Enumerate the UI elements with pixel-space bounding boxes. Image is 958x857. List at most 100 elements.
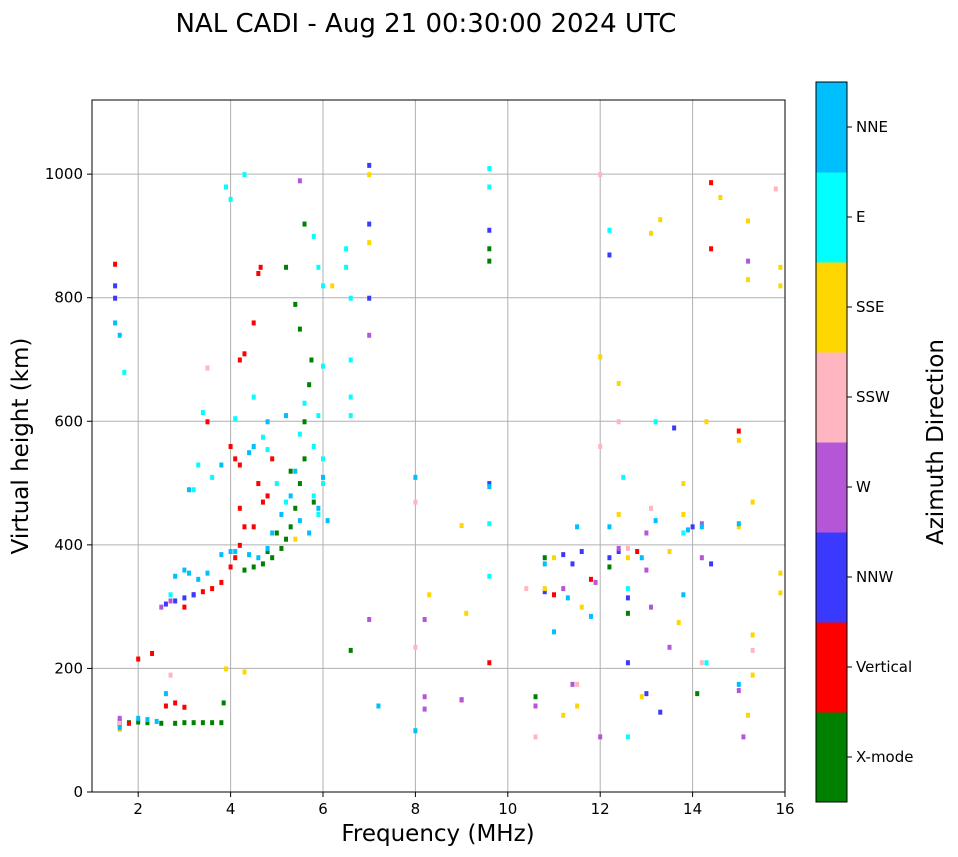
data-point	[644, 530, 649, 536]
colorbar-tick-label: SSW	[856, 388, 890, 406]
colorbar-label: Azimuth Direction	[923, 339, 949, 545]
data-point	[367, 172, 372, 178]
data-point	[579, 604, 584, 610]
data-point	[575, 524, 580, 530]
data-point	[210, 720, 215, 726]
data-point	[422, 706, 427, 712]
data-point	[736, 428, 741, 434]
data-point	[251, 320, 256, 326]
data-point	[260, 499, 265, 505]
data-point	[487, 184, 492, 190]
data-point	[321, 474, 325, 480]
data-point	[718, 195, 723, 201]
data-point	[348, 647, 353, 653]
data-point	[168, 672, 173, 678]
data-point	[676, 620, 681, 626]
data-point	[154, 718, 159, 724]
data-point	[302, 221, 307, 227]
data-point	[552, 592, 556, 598]
data-point	[247, 552, 252, 558]
data-point	[750, 499, 755, 505]
data-point	[709, 180, 714, 186]
data-point	[163, 601, 168, 607]
data-point	[330, 283, 335, 289]
data-point	[709, 246, 714, 252]
data-point	[367, 162, 372, 168]
data-point	[168, 592, 173, 598]
x-tick-label: 6	[318, 800, 328, 818]
colorbar-tick-label: Vertical	[856, 658, 912, 676]
data-point	[173, 598, 178, 604]
data-point	[746, 258, 751, 264]
data-point	[284, 499, 289, 505]
data-point	[695, 691, 700, 697]
data-point	[191, 487, 196, 493]
data-point	[307, 382, 312, 388]
data-point	[297, 326, 302, 332]
data-point	[279, 545, 284, 551]
data-point	[579, 549, 584, 555]
data-point	[242, 567, 247, 573]
data-point	[644, 691, 649, 697]
data-point	[237, 505, 242, 511]
data-point	[145, 720, 150, 726]
data-point	[309, 357, 314, 363]
data-point	[136, 715, 141, 721]
data-point	[588, 613, 593, 619]
data-point	[221, 700, 226, 706]
data-point	[736, 521, 741, 527]
data-point	[256, 481, 261, 487]
data-point	[533, 734, 538, 740]
data-point	[117, 715, 122, 721]
data-point	[297, 431, 302, 437]
data-point	[427, 592, 432, 598]
data-point	[302, 419, 307, 425]
plot-frame	[91, 99, 786, 793]
data-point	[284, 264, 289, 270]
data-point	[746, 218, 751, 224]
data-point	[210, 586, 215, 592]
data-point	[297, 481, 302, 487]
data-point	[625, 545, 630, 551]
x-tick-label: 12	[591, 800, 610, 818]
data-point	[487, 484, 492, 490]
data-point	[607, 227, 612, 233]
data-point	[136, 719, 141, 725]
data-point	[699, 521, 704, 527]
data-point	[635, 549, 640, 555]
data-point	[117, 720, 122, 726]
data-point	[223, 184, 228, 190]
y-tick-label: 800	[54, 289, 83, 307]
data-point	[288, 468, 293, 474]
data-point	[561, 552, 566, 558]
data-point	[311, 444, 316, 449]
data-point	[321, 456, 325, 462]
data-point	[598, 354, 603, 360]
data-point	[136, 656, 141, 662]
data-point	[302, 400, 307, 406]
data-point	[625, 610, 630, 616]
series-x-mode	[117, 221, 700, 726]
data-point	[649, 604, 654, 610]
data-point	[297, 178, 302, 184]
data-point	[778, 264, 783, 270]
data-point	[746, 277, 751, 283]
data-point	[598, 444, 603, 449]
data-point	[256, 555, 261, 561]
data-point	[607, 524, 612, 530]
data-point	[741, 734, 746, 740]
colorbar-tick-label: NNW	[856, 568, 893, 586]
data-point	[487, 165, 492, 171]
data-point	[348, 357, 353, 363]
data-point	[487, 660, 492, 666]
data-point	[228, 196, 233, 202]
data-point	[367, 240, 372, 246]
data-point	[288, 524, 293, 530]
colorbar-segment	[816, 82, 847, 173]
data-point	[113, 295, 118, 301]
y-tick-label: 0	[73, 783, 83, 801]
data-point	[653, 518, 658, 524]
data-point	[163, 691, 168, 697]
data-point	[616, 545, 621, 551]
